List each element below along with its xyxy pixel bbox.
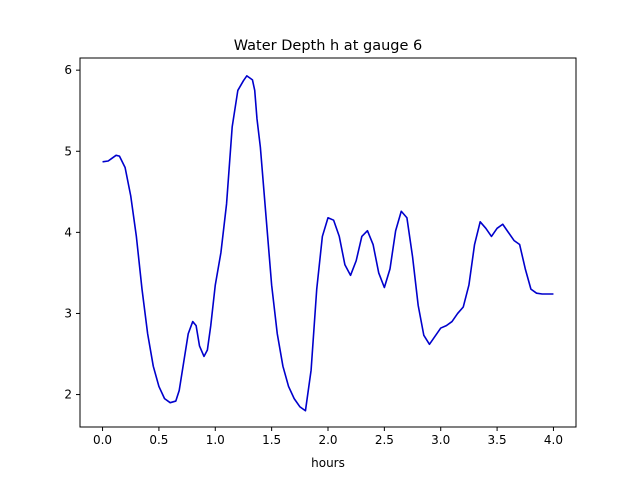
chart-title: Water Depth h at gauge 6 (234, 38, 422, 54)
y-tick-label: 5 (64, 144, 72, 158)
x-tick-label: 1.0 (206, 433, 225, 447)
x-axis-label: hours (311, 456, 345, 470)
x-tick-label: 3.5 (488, 433, 507, 447)
x-tick-label: 4.0 (544, 433, 563, 447)
x-axis: 0.0 0.5 1.0 1.5 2.0 2.5 3.0 3.5 4.0 (93, 427, 563, 447)
plot-area (102, 75, 554, 412)
y-tick-label: 4 (64, 225, 72, 239)
y-tick-label: 2 (64, 388, 72, 402)
x-tick-label: 2.5 (375, 433, 394, 447)
x-tick-label: 3.0 (431, 433, 450, 447)
y-axis: 2 3 4 5 6 (64, 63, 80, 402)
y-tick-label: 6 (64, 63, 72, 77)
x-tick-label: 1.5 (262, 433, 281, 447)
x-tick-label: 2.0 (318, 433, 337, 447)
series-line-0 (102, 75, 554, 412)
x-tick-label: 0.0 (93, 433, 112, 447)
y-tick-label: 3 (64, 306, 72, 320)
x-tick-label: 0.5 (149, 433, 168, 447)
